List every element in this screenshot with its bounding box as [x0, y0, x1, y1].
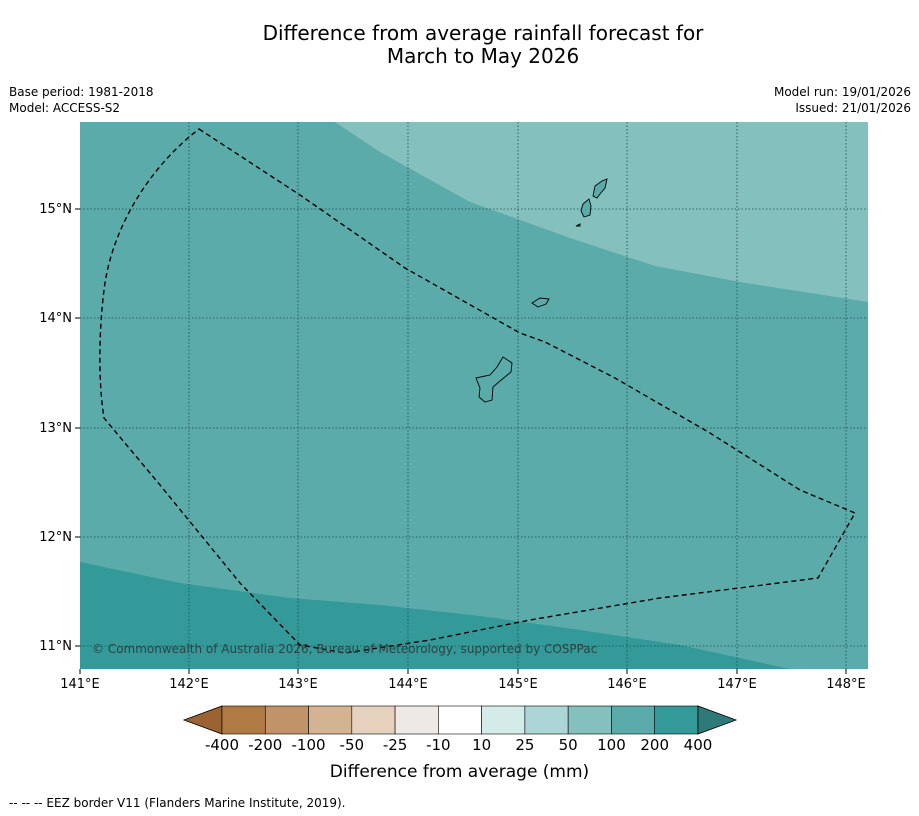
colorbar-title: Difference from average (mm) [329, 762, 590, 782]
axis-ticks [75, 208, 847, 674]
title-line-1: Difference from average rainfall forecas… [262, 21, 704, 45]
meta-right: Model run: 19/01/2026 Issued: 21/01/2026 [774, 84, 911, 116]
lat-label-15: 15°N [39, 202, 72, 217]
rain-zone-25-50 [335, 122, 868, 302]
copyright-text: © Commonwealth of Australia 2026, Bureau… [92, 642, 597, 656]
colorbar-tick-label: 10 [472, 736, 492, 754]
lat-label-11: 11°N [39, 639, 72, 654]
colorbar-tick-label: 100 [597, 736, 626, 754]
lon-label-148: 148°E [826, 677, 866, 692]
rain-zone-100-200 [80, 562, 790, 669]
lon-label-143: 143°E [278, 677, 318, 692]
colorbar-tick-label: 50 [558, 736, 578, 754]
lon-label-145: 145°E [498, 677, 538, 692]
islands [475, 178, 608, 403]
chart-title: Difference from average rainfall forecas… [0, 22, 919, 68]
colorbar-segment [351, 705, 396, 735]
lat-label-12: 12°N [39, 530, 72, 545]
colorbar-tick-label: -100 [291, 736, 326, 754]
colorbar-segment [611, 705, 655, 735]
colorbar-segment [438, 705, 482, 735]
island-aguijan [575, 223, 581, 227]
island-guam [475, 356, 513, 403]
colorbar-tick-label: -200 [248, 736, 283, 754]
colorbar-segment [308, 705, 353, 735]
colorbar-extend-low [182, 705, 223, 735]
island-rota [531, 297, 550, 308]
colorbar-segment [221, 705, 266, 735]
colorbar-segment [264, 705, 309, 735]
colorbar-segment [654, 705, 699, 735]
lon-label-144: 144°E [388, 677, 428, 692]
lat-labels: 15°N 14°N 13°N 12°N 11°N [39, 202, 72, 654]
lon-labels: 141°E 142°E 143°E 144°E 145°E 146°E 147°… [60, 677, 866, 692]
island-tinian [580, 198, 592, 218]
colorbar-segment [394, 705, 439, 735]
gridlines [80, 122, 868, 669]
colorbar-segment [524, 705, 569, 735]
colorbar-tick-label: -400 [204, 736, 240, 754]
lat-label-14: 14°N [39, 311, 72, 326]
lat-label-13: 13°N [39, 421, 72, 436]
title-line-2: March to May 2026 [386, 44, 580, 68]
model-run: Model run: 19/01/2026 [773, 85, 911, 99]
colorbar-extend-high [697, 705, 738, 735]
island-saipan [592, 178, 608, 199]
colorbar-tick-label: 200 [640, 736, 670, 754]
colorbar-tick-label: -10 [426, 736, 451, 754]
colorbar-segment [481, 705, 526, 735]
map-panel: © Commonwealth of Australia 2026, Bureau… [80, 122, 868, 669]
lon-label-147: 147°E [717, 677, 757, 692]
eez-legend-footer: -- -- -- EEZ border V11 (Flanders Marine… [9, 796, 346, 810]
base-period: Base period: 1981-2018 [9, 85, 154, 99]
issued-date: Issued: 21/01/2026 [795, 101, 911, 115]
colorbar-tick-label: -50 [339, 736, 365, 754]
colorbar [182, 705, 738, 735]
colorbar-segment [567, 705, 612, 735]
colorbar-tick-label: 25 [515, 736, 535, 754]
model-name: Model: ACCESS-S2 [9, 101, 121, 115]
lon-label-142: 142°E [169, 677, 209, 692]
lon-label-141: 141°E [60, 677, 100, 692]
colorbar-tick-label: -25 [382, 736, 408, 754]
colorbar-tick-label: 400 [683, 736, 713, 754]
lon-label-146: 146°E [607, 677, 647, 692]
meta-left: Base period: 1981-2018 Model: ACCESS-S2 [9, 84, 154, 116]
